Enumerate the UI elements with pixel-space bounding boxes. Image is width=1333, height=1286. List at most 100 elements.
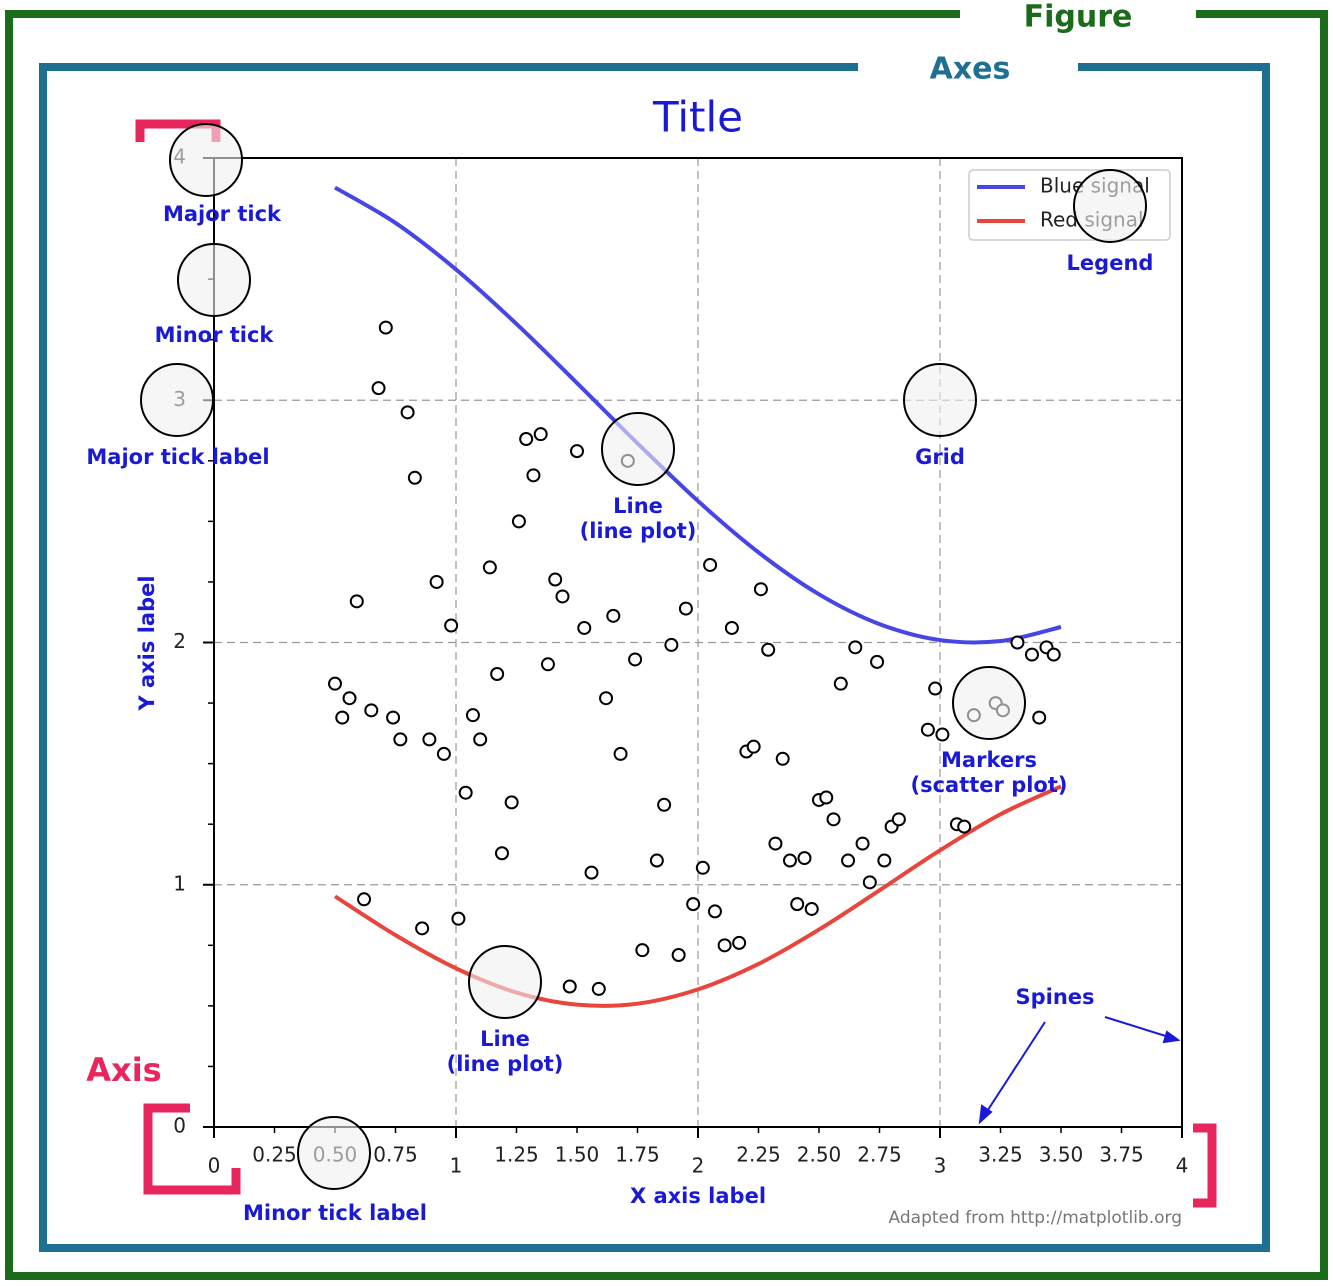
scatter-marker <box>635 943 650 958</box>
scatter-marker <box>862 875 877 890</box>
scatter-marker <box>935 727 950 742</box>
scatter-marker <box>548 572 563 587</box>
scatter-marker <box>797 851 812 866</box>
y-tick-label: 0 <box>173 1114 186 1138</box>
scatter-marker <box>891 812 906 827</box>
scatter-marker <box>1032 710 1047 725</box>
scatter-marker <box>473 732 488 747</box>
scatter-marker <box>877 853 892 868</box>
y-axis-label: Y axis label <box>135 575 159 711</box>
callout-circle <box>601 412 675 486</box>
scatter-marker <box>577 620 592 635</box>
figure-label: Figure <box>1024 0 1133 35</box>
annotation: Major tick label <box>86 445 269 469</box>
scatter-marker <box>422 732 437 747</box>
scatter-marker <box>519 432 534 447</box>
scatter-marker <box>628 652 643 667</box>
callout-circle <box>903 363 977 437</box>
x-minor-tick-label: 3.50 <box>1039 1143 1084 1167</box>
scatter-marker <box>533 427 548 442</box>
callout-circle <box>177 243 251 317</box>
annotations: Axis Major tick Minor tick Major tick la… <box>86 119 1217 1225</box>
scatter-marker <box>584 865 599 880</box>
y-tick-label: 2 <box>173 629 186 653</box>
scatter-marker <box>649 853 664 868</box>
scatter-marker <box>657 797 672 812</box>
scatter-marker <box>490 666 505 681</box>
annotation: Markers <box>941 748 1037 772</box>
scatter-marker <box>465 708 480 723</box>
x-tick-label: 2 <box>692 1154 705 1178</box>
spine-arrows <box>978 1016 1181 1125</box>
scatter-marker <box>826 812 841 827</box>
line-series <box>333 185 1062 645</box>
callout-circle <box>952 666 1026 740</box>
scatter-marker <box>695 860 710 875</box>
scatter-marker <box>870 654 885 669</box>
annotation: Line <box>480 1027 530 1051</box>
callout-circle <box>297 1116 371 1190</box>
axis-label: Axis <box>86 1051 161 1089</box>
scatter-marker <box>671 948 686 963</box>
x-minor-tick-label: 1.75 <box>615 1143 660 1167</box>
scatter-marker <box>407 470 422 485</box>
scatter-marker <box>371 381 386 396</box>
axis-bracket <box>143 1103 241 1195</box>
scatter-marker <box>761 642 776 657</box>
axes-label: Axes <box>930 52 1011 87</box>
x-minor-tick-label: 2.25 <box>736 1143 781 1167</box>
scatter-marker <box>732 935 747 950</box>
scatter-marker <box>482 560 497 575</box>
scatter-marker <box>841 853 856 868</box>
annotation: Major tick <box>163 202 282 226</box>
scatter-marker <box>511 514 526 529</box>
scatter-marker <box>833 676 848 691</box>
scatter-marker <box>504 795 519 810</box>
annotation: Line <box>613 494 663 518</box>
scatter-marker <box>717 938 732 953</box>
scatter-marker <box>393 732 408 747</box>
scatter-marker <box>555 589 570 604</box>
axis-bracket <box>1193 1123 1217 1208</box>
scatter-marker <box>848 640 863 655</box>
scatter-marker <box>349 594 364 609</box>
scatter-marker <box>444 618 459 633</box>
scatter-marker <box>819 790 834 805</box>
annotation: (line plot) <box>447 1052 564 1076</box>
callout-circle <box>140 363 214 437</box>
scatter-marker <box>664 637 679 652</box>
x-tick-label: 3 <box>934 1154 947 1178</box>
x-axis-label: X axis label <box>630 1184 766 1208</box>
scatter-marker <box>920 722 935 737</box>
scatter-marker <box>328 676 342 691</box>
x-minor-tick-label: 0.75 <box>373 1143 418 1167</box>
scatter-marker <box>1010 635 1025 650</box>
scatter-marker <box>804 901 819 916</box>
annotation: Minor tick <box>155 323 275 347</box>
scatter-marker <box>724 620 739 635</box>
scatter-marker <box>451 911 466 926</box>
y-tick-label: 1 <box>173 871 186 895</box>
annotation: Legend <box>1067 251 1154 275</box>
x-tick-label: 4 <box>1176 1154 1189 1178</box>
scatter-marker <box>1024 647 1039 662</box>
credit: Adapted from http://matplotlib.org <box>889 1208 1182 1228</box>
x-minor-tick-label: 3.75 <box>1099 1143 1144 1167</box>
x-minor-tick-label: 0.25 <box>252 1143 297 1167</box>
scatter-marker <box>599 691 614 706</box>
x-minor-tick-label: 1.25 <box>494 1143 539 1167</box>
scatter-marker <box>415 921 430 936</box>
scatter-marker <box>928 681 943 696</box>
scatter-marker <box>540 657 555 672</box>
scatter-marker <box>855 836 870 851</box>
scatter-marker <box>400 405 415 420</box>
annotation: Minor tick label <box>243 1201 427 1225</box>
scatter-marker <box>753 582 768 597</box>
x-minor-tick-label: 2.50 <box>797 1143 842 1167</box>
scatter-marker <box>342 691 357 706</box>
figure-frame <box>5 10 1328 1280</box>
scatter-marker <box>746 739 761 754</box>
scatter-marker <box>364 703 379 718</box>
scatter-marker <box>957 819 972 834</box>
